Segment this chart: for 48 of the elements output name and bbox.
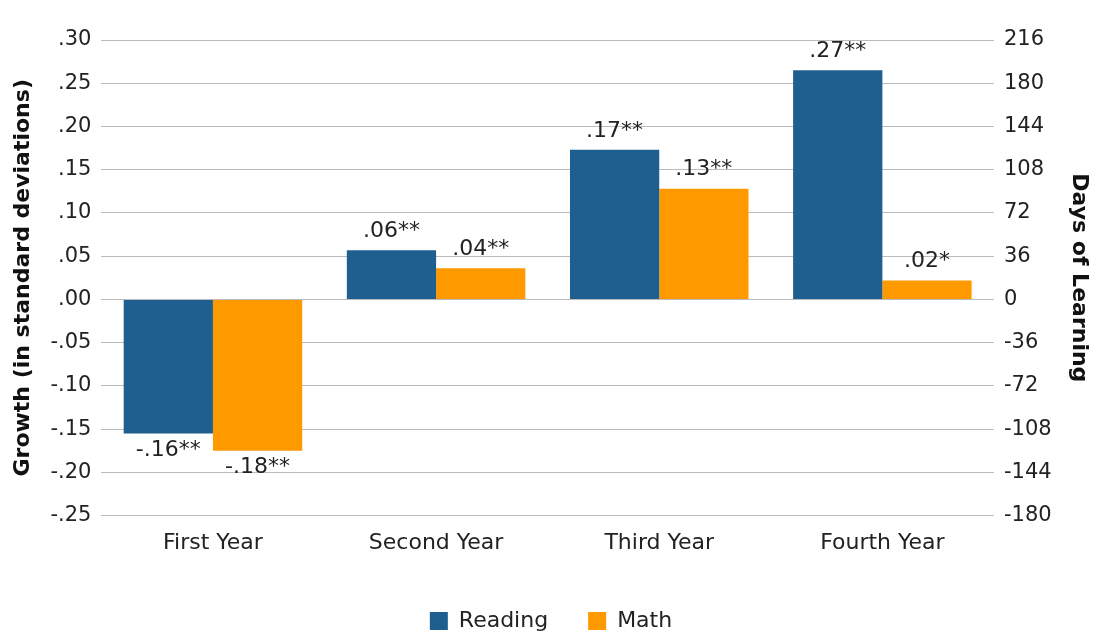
data-label: .06**	[362, 216, 420, 242]
bar	[793, 70, 883, 299]
legend-label: Math	[617, 606, 673, 632]
y2-tick-label: 36	[1003, 242, 1031, 267]
y2-tick-label: 144	[1003, 112, 1045, 137]
bar	[659, 188, 749, 299]
data-label: -.18**	[225, 453, 291, 479]
x-tick-label: First Year	[163, 528, 264, 554]
y2-tick-label: 72	[1003, 199, 1031, 224]
data-label: .27**	[809, 36, 867, 62]
x-tick-label: Third Year	[603, 528, 716, 554]
data-label: .04**	[452, 235, 510, 261]
data-label: .02*	[904, 247, 950, 273]
y2-tick-label: -180	[1003, 502, 1052, 527]
y-axis-title: Growth (in standard deviations)	[8, 79, 34, 477]
y-tick-label: -.10	[50, 372, 92, 397]
x-tick-label: Fourth Year	[820, 528, 946, 554]
y-tick-label: -.05	[50, 329, 92, 354]
y2-tick-label: 216	[1003, 26, 1045, 51]
y-tick-label: .25	[57, 69, 92, 94]
y2-tick-label: 0	[1003, 285, 1018, 310]
y-tick-label: .05	[57, 242, 92, 267]
y-tick-label: .20	[57, 112, 92, 137]
data-label: .17**	[586, 116, 644, 142]
y-tick-label: -.15	[50, 415, 92, 440]
y2-tick-label: 180	[1003, 69, 1045, 94]
y2-tick-label: -36	[1003, 329, 1039, 354]
y2-tick-label: -72	[1003, 372, 1039, 397]
bar	[569, 149, 660, 299]
y-tick-label: .10	[57, 199, 92, 224]
y-tick-label: -.20	[50, 458, 92, 483]
bar	[212, 299, 303, 451]
y-tick-label: .30	[57, 26, 92, 51]
data-label: -.16**	[135, 436, 201, 462]
y-tick-label: -.25	[50, 502, 92, 527]
bar	[882, 280, 972, 299]
legend-label: Reading	[458, 606, 549, 632]
bar	[436, 268, 526, 299]
bar	[123, 299, 213, 434]
y-tick-label: .00	[57, 285, 92, 310]
x-tick-label: Second Year	[368, 528, 505, 554]
y2-axis-title: Days of Learning	[1068, 173, 1094, 383]
y-tick-label: .15	[57, 156, 92, 181]
y2-tick-label: 108	[1003, 156, 1045, 181]
y2-tick-label: -144	[1003, 458, 1052, 483]
bar	[346, 250, 437, 299]
y2-tick-label: -108	[1003, 415, 1052, 440]
data-label: .13**	[675, 155, 733, 181]
